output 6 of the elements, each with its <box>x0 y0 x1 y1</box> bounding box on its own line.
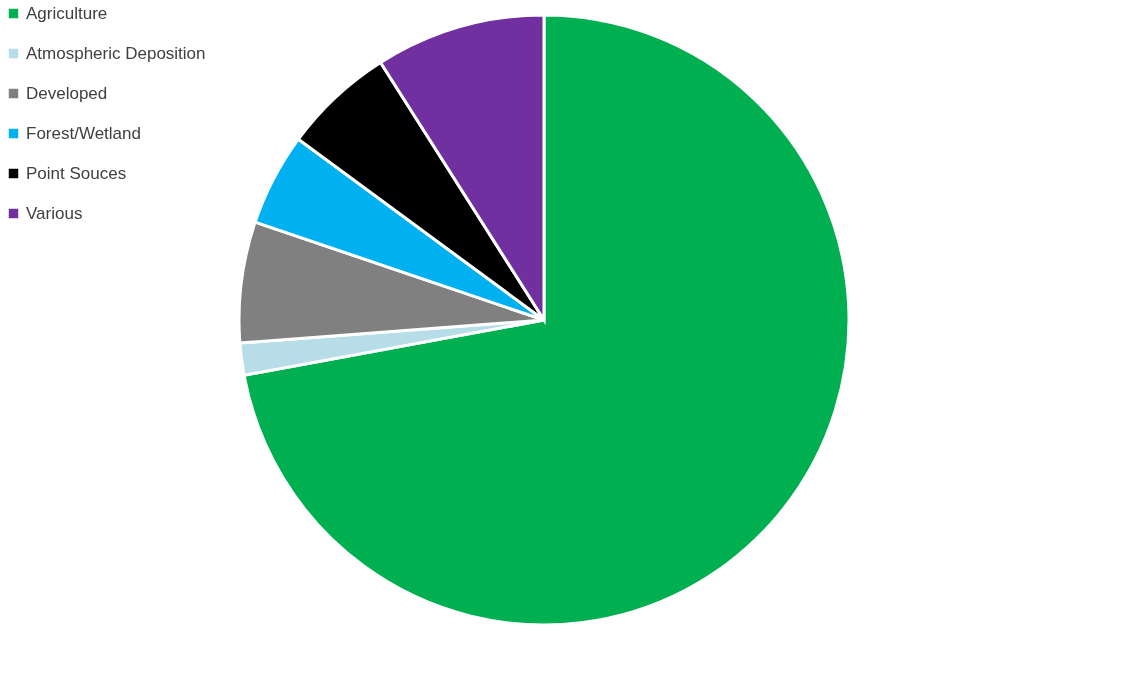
legend-label: Point Souces <box>26 163 127 183</box>
legend-label: Atmospheric Deposition <box>26 43 206 63</box>
legend-label: Agriculture <box>26 3 108 23</box>
legend-label: Forest/Wetland <box>26 123 141 143</box>
legend-label: Various <box>26 203 83 223</box>
legend-label: Developed <box>26 83 108 103</box>
